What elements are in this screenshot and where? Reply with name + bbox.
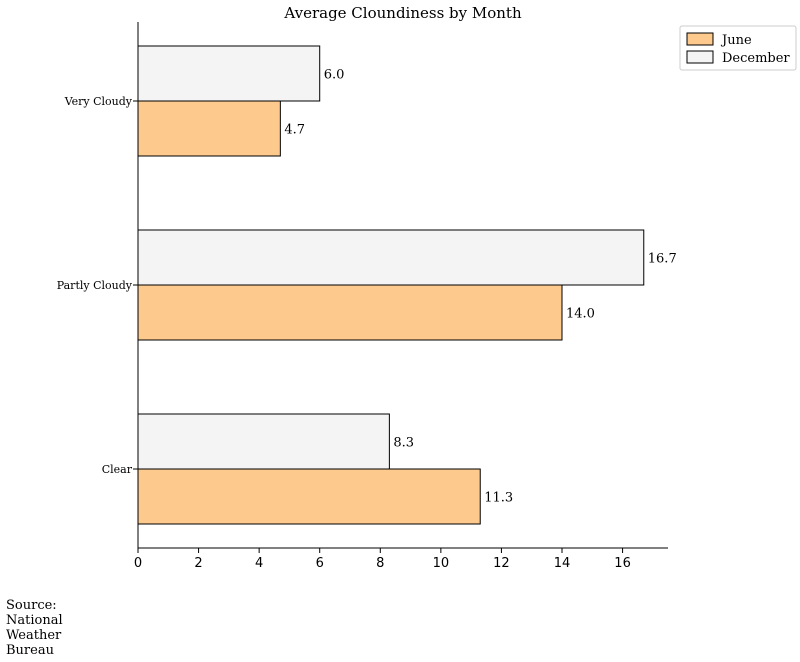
chart-title: Average Cloundiness by Month: [283, 4, 522, 22]
y-tick-label: Partly Cloudy: [57, 279, 133, 292]
source-note-line: Bureau: [6, 643, 54, 658]
x-tick-label: 0: [134, 556, 142, 571]
plot-area: 6.0 4.7 Very Cloudy 16.7 14.0 Partly Cloudy 8.…: [57, 22, 677, 571]
source-note-line: National: [6, 613, 63, 628]
bar-june: [137, 284, 563, 341]
x-tick-label: 16: [614, 556, 631, 571]
bar-june: [137, 468, 481, 525]
x-tick-label: 12: [493, 556, 510, 571]
data-label: 16.7: [648, 252, 677, 267]
x-tick-label: 14: [554, 556, 571, 571]
data-label: 4.7: [284, 123, 305, 138]
bar-june: [137, 100, 281, 157]
x-tick-label: 4: [255, 556, 263, 571]
x-tick-label: 2: [194, 556, 202, 571]
bar-december: [137, 45, 321, 102]
legend-swatch: [686, 50, 714, 64]
source-note: Source: National Weather Bureau: [6, 598, 76, 658]
legend-label: June: [720, 33, 752, 48]
bar-december: [137, 413, 390, 470]
x-tick-label: 8: [376, 556, 384, 571]
y-tick-label: Very Cloudy: [64, 95, 133, 108]
legend: June December: [679, 25, 797, 71]
source-note-line: Source:: [6, 598, 57, 613]
x-tick-label: 10: [433, 556, 450, 571]
y-tick-label: Clear: [102, 463, 133, 476]
bar-december: [137, 229, 645, 286]
x-tick-label: 6: [316, 556, 324, 571]
source-note-line: Weather: [6, 628, 62, 643]
data-label: 14.0: [566, 307, 595, 322]
data-label: 8.3: [393, 436, 414, 451]
legend-swatch: [686, 32, 714, 46]
data-label: 11.3: [484, 491, 513, 506]
legend-label: December: [722, 51, 790, 66]
data-label: 6.0: [324, 68, 345, 83]
